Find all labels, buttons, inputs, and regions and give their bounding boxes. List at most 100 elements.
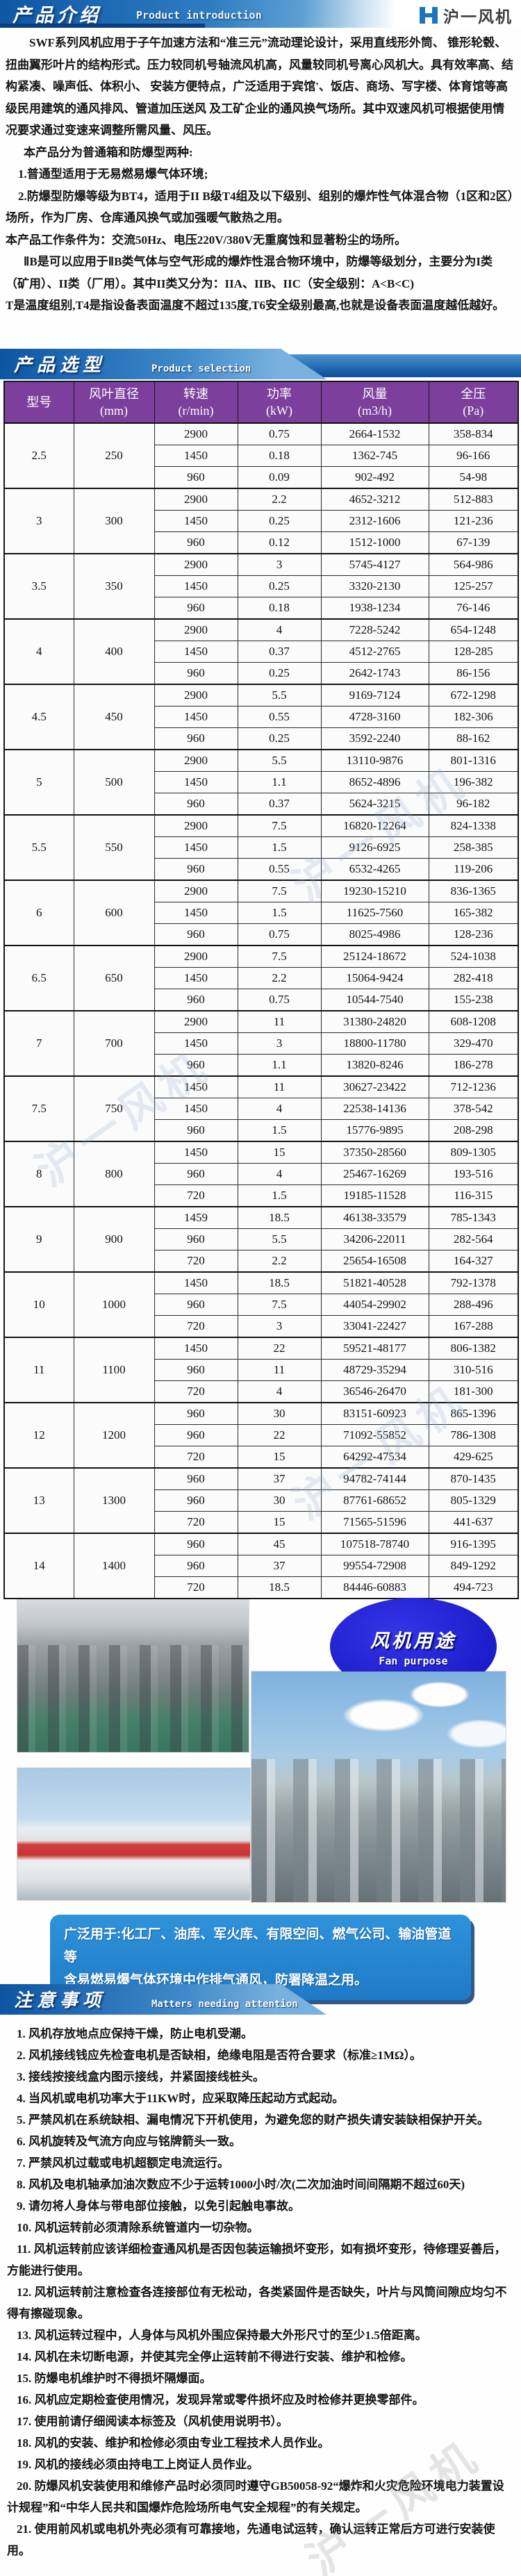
table-cell: 809-1305 <box>428 1141 519 1164</box>
oil-tanks-photo <box>17 1768 250 1900</box>
col-diameter: 风叶直径 (mm) <box>73 381 155 424</box>
table-cell: 310-516 <box>428 1359 519 1381</box>
table-cell: 30 <box>237 1489 322 1512</box>
table-cell: 654-1248 <box>428 618 519 641</box>
attention-note: 7. 严禁风机过载或电机超额定电流运行。 <box>17 2156 229 2170</box>
table-cell: 5745-4127 <box>320 553 429 576</box>
table-cell: 196-382 <box>428 771 519 793</box>
attention-note: 2. 风机接线钱应先检查电机是否缺相，绝缘电阻是否符合要求（标准≥1MΩ）。 <box>17 2049 422 2062</box>
table-cell: 329-470 <box>428 1032 519 1055</box>
table-row: 10 1000 1450 18.5 51821-40528 792-1378 <box>3 1271 519 1338</box>
table-cell: 3 <box>237 1315 322 1338</box>
table-cell: 1450 <box>154 1337 238 1360</box>
table-cell: 13110-9876 <box>320 749 429 772</box>
table-cell: 258-385 <box>428 836 519 859</box>
table-cell: 1450 <box>154 1141 238 1164</box>
table-row: 11 1100 1450 22 59521-48177 806-1382 <box>3 1337 519 1403</box>
table-cell: 4 <box>237 1380 322 1403</box>
table-cell: 2900 <box>154 422 238 445</box>
model-cell: 13 <box>3 1467 74 1534</box>
table-cell: 960 <box>154 662 238 685</box>
table-row: 13 1300 960 37 94782-74144 870-1435 <box>3 1467 519 1534</box>
table-row: 960 11 48729-35294 310-516 <box>4 1359 519 1381</box>
table-cell: 2.2 <box>237 488 322 511</box>
selection-table-head: 型号 风叶直径 (mm) 转速 (r/min) 功率 (kW) 风量 (m3/h) 全压… <box>3 381 519 424</box>
table-cell: 2900 <box>154 880 238 902</box>
table-cell: 870-1435 <box>428 1467 519 1490</box>
table-cell: 282-564 <box>428 1228 519 1250</box>
table-cell: 128-285 <box>428 641 519 663</box>
model-cell: 4.5 <box>3 684 74 750</box>
table-cell: 25124-18672 <box>320 945 429 968</box>
col-unit: (kW) <box>266 404 292 418</box>
model-cell: 10 <box>3 1271 74 1338</box>
table-cell: 786-1308 <box>428 1424 519 1446</box>
table-row: 9 900 1459 18.5 46138-33579 785-1343 <box>3 1206 519 1273</box>
attention-section-banner: 注意事项 Matters needing attention <box>0 1984 521 2015</box>
table-cell: 2.2 <box>237 1250 322 1273</box>
table-row: 720 15 64292-47534 429-625 <box>4 1446 519 1469</box>
col-label: 功率 <box>267 387 292 401</box>
fan-purpose-title-en: Fan purpose <box>379 1655 448 1667</box>
table-cell: 960 <box>154 1424 238 1446</box>
col-label: 风叶直径 <box>89 387 139 401</box>
table-cell: 99554-72908 <box>320 1555 429 1577</box>
table-cell: 720 <box>154 1250 238 1273</box>
diameter-cell: 250 <box>73 422 155 489</box>
table-cell: 1459 <box>154 1206 238 1229</box>
attention-note: 9. 请勿将人身体与带电部位接触，以免引起触电事故。 <box>17 2199 300 2213</box>
table-cell: 119-206 <box>428 858 519 881</box>
attention-note: 19. 风机的接线必须由持电工上岗证人员作业。 <box>17 2458 259 2471</box>
table-row: 960 0.75 10544-7540 155-238 <box>4 989 519 1012</box>
table-row: 720 3 33041-22427 167-288 <box>4 1315 519 1338</box>
table-cell: 960 <box>154 1228 238 1250</box>
table-cell: 3592-2240 <box>320 727 429 750</box>
table-cell: 288-496 <box>428 1294 519 1316</box>
table-cell: 83151-60923 <box>320 1402 429 1425</box>
table-cell: 1450 <box>154 836 238 859</box>
table-row: 1450 0.37 4512-2765 128-285 <box>4 641 519 663</box>
intro-paragraph: 2.防爆型防爆等级为BT4，适用于II B级T4组及以下级别、组别的爆炸性气体混… <box>6 189 514 225</box>
table-cell: 0.18 <box>237 445 322 467</box>
table-cell: 3 <box>237 553 322 576</box>
table-cell: 865-1396 <box>428 1402 519 1425</box>
model-cell: 8 <box>3 1141 74 1207</box>
table-row: 6.5 650 2900 7.5 25124-18672 524-1038 <box>3 945 519 1012</box>
table-cell: 2642-1743 <box>320 662 429 685</box>
table-cell: 5624-3215 <box>320 793 429 816</box>
intro-paragraph: 本产品分为普通箱和防爆型两种: <box>24 145 193 159</box>
table-cell: 51821-40528 <box>320 1271 429 1294</box>
table-cell: 1450 <box>154 1271 238 1294</box>
attention-note: 14. 风机在未切断电源，并使其完全停止运转前不得进行安装、维护和检修。 <box>17 2350 413 2363</box>
attention-notes-list: 1. 风机存放地点应保持干燥，防止电机受潮。 2. 风机接线钱应先检查电机是否缺相… <box>7 2023 515 2561</box>
table-row: 7 700 2900 11 31380-24820 608-1208 <box>3 1010 519 1077</box>
table-cell: 67-139 <box>428 531 519 554</box>
table-cell: 720 <box>154 1446 238 1469</box>
table-cell: 378-542 <box>428 1098 519 1120</box>
model-cell: 6.5 <box>3 945 74 1012</box>
table-cell: 2664-1532 <box>320 422 429 445</box>
table-row: 4 400 2900 4 7228-5242 654-1248 <box>3 618 519 685</box>
table-row: 720 18.5 84446-60883 494-723 <box>4 1576 519 1599</box>
table-cell: 1450 <box>154 771 238 793</box>
table-cell: 6532-4265 <box>320 858 429 881</box>
table-cell: 44054-29902 <box>320 1294 429 1316</box>
table-row: 2.5 250 2900 0.75 2664-1532 358-834 <box>3 422 519 489</box>
table-cell: 5.5 <box>237 684 322 707</box>
table-cell: 960 <box>154 1294 238 1316</box>
col-speed: 转速 (r/min) <box>154 381 238 424</box>
table-cell: 1450 <box>154 706 238 728</box>
table-cell: 1450 <box>154 445 238 467</box>
table-cell: 960 <box>154 793 238 816</box>
table-cell: 4 <box>237 1098 322 1120</box>
col-airflow: 风量 (m3/h) <box>320 381 429 424</box>
table-cell: 960 <box>154 1054 238 1077</box>
table-cell: 125-257 <box>428 575 519 597</box>
attention-note: 20. 防爆风机安装使用和维修产品时必须同时遵守GB50058-92“爆炸和火灾… <box>7 2479 504 2514</box>
table-cell: 37350-28560 <box>320 1141 429 1164</box>
table-cell: 836-1365 <box>428 880 519 902</box>
table-cell: 358-834 <box>428 422 519 445</box>
table-cell: 33041-22427 <box>320 1315 429 1338</box>
table-cell: 64292-47534 <box>320 1446 429 1469</box>
attention-note: 15. 防爆电机维护时不得损坏隔爆面。 <box>17 2372 212 2385</box>
